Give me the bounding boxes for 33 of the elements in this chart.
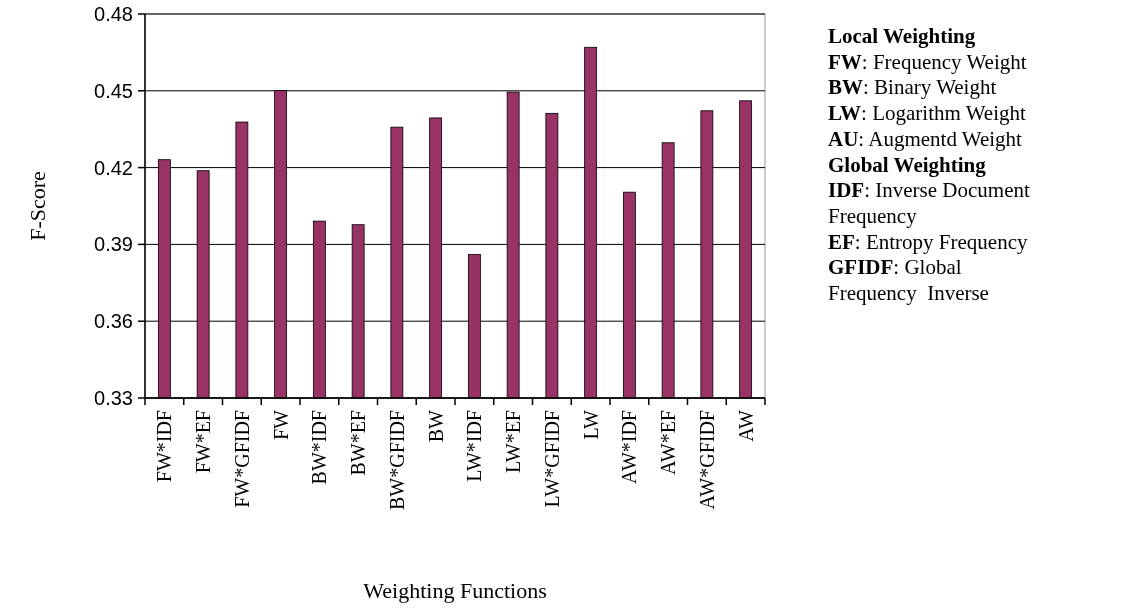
x-tick-label: LW*IDF bbox=[463, 410, 486, 482]
text: IDF: Inverse Document Frequency bbox=[828, 178, 1030, 228]
x-tick-label: AW*IDF bbox=[618, 410, 641, 484]
y-tick-label: 0.36 bbox=[94, 310, 133, 333]
x-tick-label: BW*IDF bbox=[308, 410, 331, 485]
y-tick-label: 0.42 bbox=[94, 156, 133, 179]
y-tick-label: 0.48 bbox=[94, 3, 133, 25]
y-axis-title: F-Score bbox=[25, 171, 50, 241]
x-tick-label: LW*GFIDF bbox=[540, 410, 563, 508]
text: AU: Augmentd Weight bbox=[828, 126, 1023, 151]
text: EF: Entropy Frequency bbox=[828, 229, 1028, 254]
x-tick-label: LW*EF bbox=[502, 410, 525, 473]
text: FW: Frequency Weight bbox=[828, 49, 1027, 74]
text: GFIDF: Global Frequency Inverse bbox=[828, 255, 989, 305]
text: Global Weighting bbox=[828, 152, 987, 177]
x-tick-label: AW*GFIDF bbox=[695, 410, 718, 510]
x-tick-label: FW*EF bbox=[192, 410, 215, 474]
y-tick-label: 0.39 bbox=[94, 233, 133, 256]
x-tick-label: BW bbox=[424, 409, 447, 443]
x-tick-label: AW bbox=[734, 409, 757, 442]
y-tick-label: 0.33 bbox=[94, 387, 133, 409]
x-tick-label: FW bbox=[269, 409, 292, 440]
x-tick-label: BW*GFIDF bbox=[385, 410, 408, 511]
text: LW: Logarithm Weight bbox=[828, 101, 1026, 126]
x-axis-title: Weighting Functions bbox=[363, 578, 547, 603]
y-tick-label: 0.45 bbox=[94, 79, 133, 102]
x-tick-label: BW*EF bbox=[347, 410, 370, 476]
x-tick-label: FW*GFIDF bbox=[230, 410, 253, 508]
text: Local Weighting bbox=[828, 24, 976, 48]
text: BW: Binary Weight bbox=[828, 75, 997, 100]
x-tick-label: LW bbox=[579, 409, 602, 440]
x-tick-label: AW*EF bbox=[657, 410, 680, 476]
x-tick-label: FW*IDF bbox=[153, 410, 176, 483]
